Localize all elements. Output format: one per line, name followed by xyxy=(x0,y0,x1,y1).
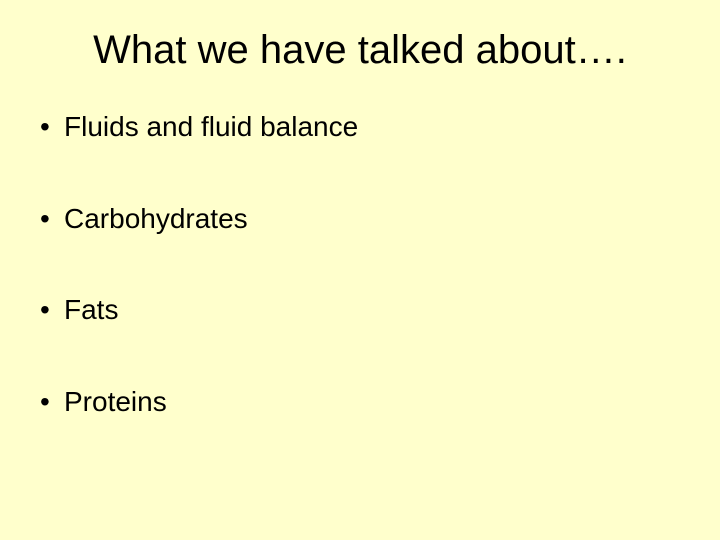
bullet-text: Carbohydrates xyxy=(64,202,680,236)
bullet-text: Fluids and fluid balance xyxy=(64,110,680,144)
slide: What we have talked about…. • Fluids and… xyxy=(0,0,720,540)
bullet-icon: • xyxy=(40,293,64,327)
list-item: • Fats xyxy=(40,293,680,327)
slide-title: What we have talked about…. xyxy=(0,28,720,73)
list-item: • Fluids and fluid balance xyxy=(40,110,680,144)
list-item: • Carbohydrates xyxy=(40,202,680,236)
bullet-icon: • xyxy=(40,202,64,236)
list-item: • Proteins xyxy=(40,385,680,419)
bullet-icon: • xyxy=(40,385,64,419)
bullet-icon: • xyxy=(40,110,64,144)
bullet-list: • Fluids and fluid balance • Carbohydrat… xyxy=(40,110,680,476)
bullet-text: Proteins xyxy=(64,385,680,419)
bullet-text: Fats xyxy=(64,293,680,327)
